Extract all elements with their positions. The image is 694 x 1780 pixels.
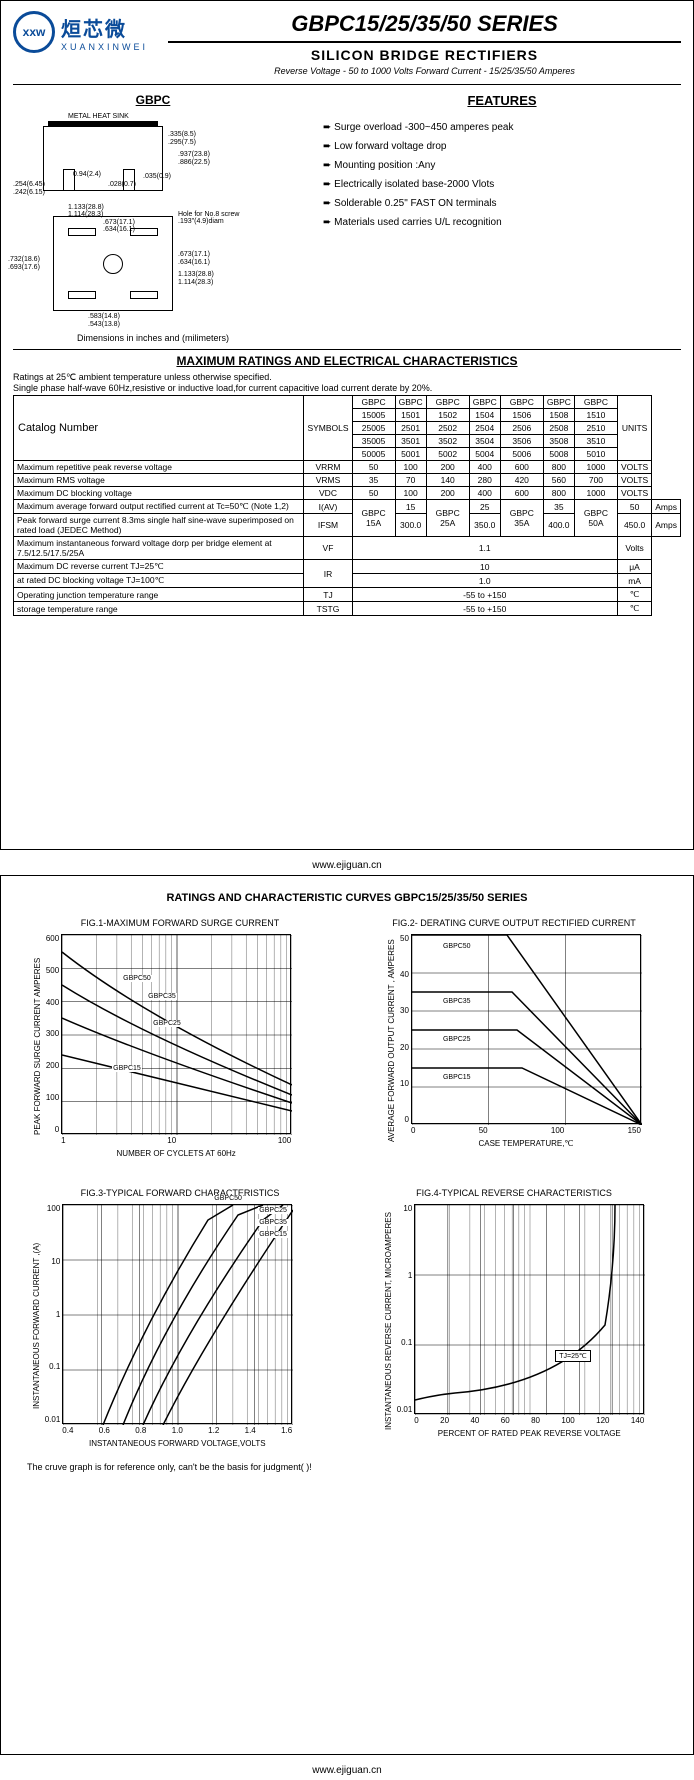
features: FEATURES Surge overload -300~450 amperes… (293, 93, 681, 343)
logo-cn: 烜芯微 (61, 13, 148, 42)
feature-item: Surge overload -300~450 amperes peak (323, 122, 681, 133)
features-title: FEATURES (323, 93, 681, 108)
feature-item: Solderable 0.25" FAST ON terminals (323, 198, 681, 209)
chart-fig3: FIG.3-TYPICAL FORWARD CHARACTERISTICSINS… (23, 1188, 337, 1448)
chart-fig2: FIG.2- DERATING CURVE OUTPUT RECTIFIED C… (357, 918, 671, 1158)
spec-line: Reverse Voltage - 50 to 1000 Volts Forwa… (168, 66, 681, 76)
feature-item: Electrically isolated base-2000 Vlots (323, 179, 681, 190)
mechanical-drawing: GBPC METAL HEAT SINK .335(8.5) .295(7.5)… (13, 93, 293, 343)
header: xxw 烜芯微 XUANXINWEI GBPC15/25/35/50 SERIE… (13, 11, 681, 76)
footnote: The cruve graph is for reference only, c… (27, 1462, 681, 1472)
max-ratings-header: MAXIMUM RATINGS AND ELECTRICAL CHARACTER… (13, 349, 681, 370)
feature-item: Low forward voltage drop (323, 141, 681, 152)
ratings-note: Ratings at 25℃ ambient temperature unles… (13, 370, 681, 395)
main-title: GBPC15/25/35/50 SERIES (168, 11, 681, 37)
logo-mark-icon: xxw (13, 11, 55, 53)
datasheet-page-1: xxw 烜芯微 XUANXINWEI GBPC15/25/35/50 SERIE… (0, 0, 694, 850)
ratings-table: Catalog NumberSYMBOLSGBPCGBPCGBPCGBPCGBP… (13, 395, 681, 616)
hole-label: Hole for No.8 screw .193"(4.9)diam (178, 211, 248, 225)
datasheet-page-2: RATINGS AND CHARACTERISTIC CURVES GBPC15… (0, 875, 694, 1755)
package-label: GBPC (13, 93, 293, 107)
logo: xxw 烜芯微 XUANXINWEI (13, 11, 148, 53)
chart-fig1: FIG.1-MAXIMUM FORWARD SURGE CURRENTPEAK … (23, 918, 337, 1158)
subtitle: SILICON BRIDGE RECTIFIERS (168, 47, 681, 63)
feature-item: Mounting position :Any (323, 160, 681, 171)
chart-fig4: FIG.4-TYPICAL REVERSE CHARACTERISTICSINS… (357, 1188, 671, 1448)
logo-en: XUANXINWEI (61, 42, 148, 52)
footer-url-2: www.ejiguan.cn (0, 1765, 694, 1776)
footer-url: www.ejiguan.cn (0, 860, 694, 871)
feature-item: Materials used carries U/L recognition (323, 217, 681, 228)
curves-title: RATINGS AND CHARACTERISTIC CURVES GBPC15… (13, 892, 681, 904)
dim-caption: Dimensions in inches and (milimeters) (13, 333, 293, 343)
heatsink-label: METAL HEAT SINK (68, 113, 129, 120)
